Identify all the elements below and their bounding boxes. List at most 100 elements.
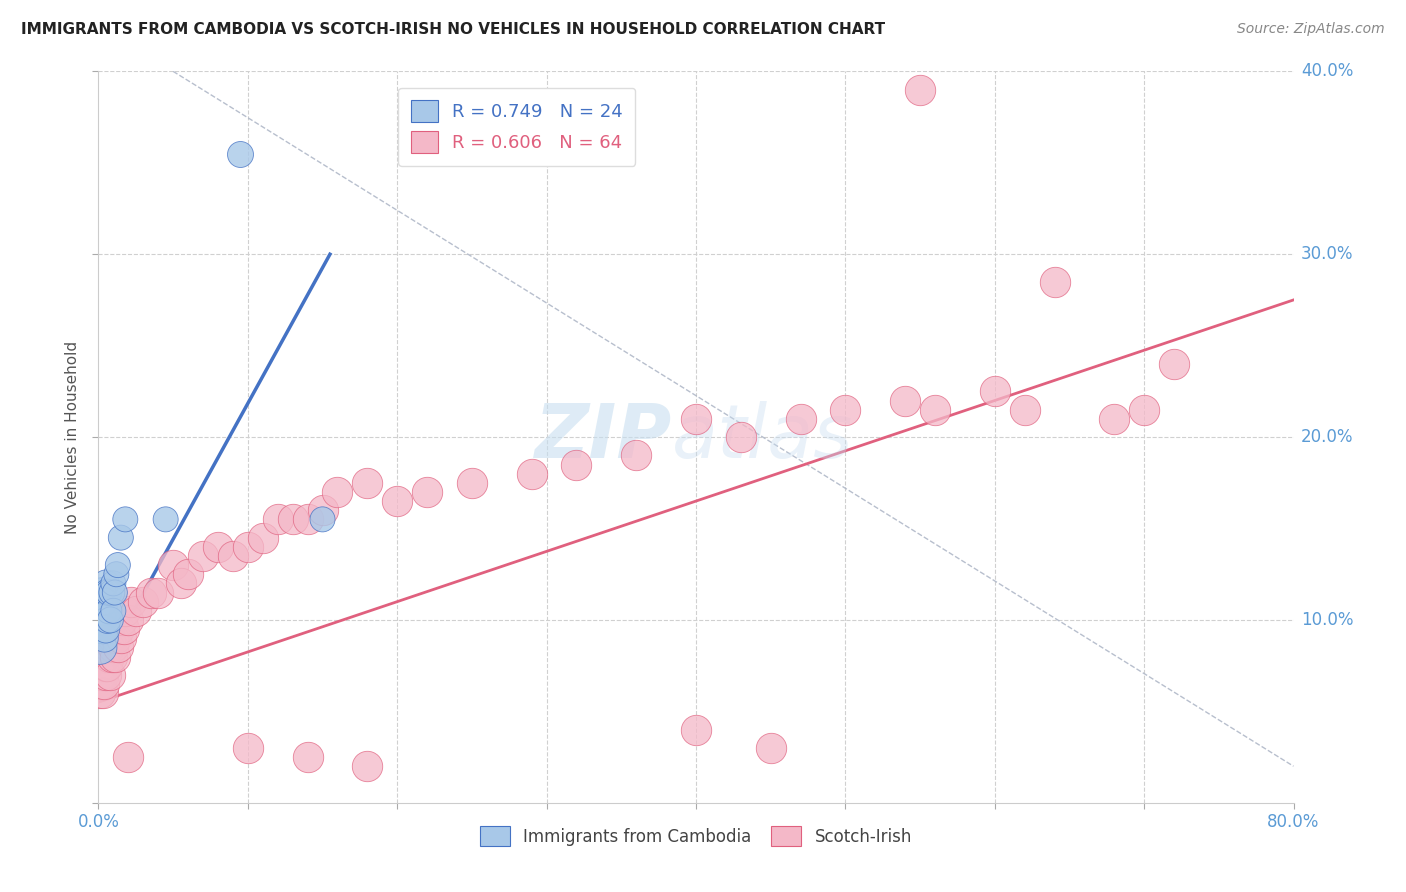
Text: IMMIGRANTS FROM CAMBODIA VS SCOTCH-IRISH NO VEHICLES IN HOUSEHOLD CORRELATION CH: IMMIGRANTS FROM CAMBODIA VS SCOTCH-IRISH… <box>21 22 886 37</box>
Point <box>685 412 707 426</box>
Point <box>236 740 259 755</box>
Legend: Immigrants from Cambodia, Scotch-Irish: Immigrants from Cambodia, Scotch-Irish <box>474 820 918 853</box>
Point <box>789 412 811 426</box>
Point <box>252 531 274 545</box>
Point <box>132 594 155 608</box>
Point <box>110 632 132 646</box>
Point <box>93 632 115 646</box>
Point <box>112 622 135 636</box>
Point <box>105 567 128 582</box>
Point <box>108 622 131 636</box>
Point <box>93 594 115 608</box>
Point <box>924 402 946 417</box>
Point <box>93 677 115 691</box>
Point <box>101 649 124 664</box>
Point <box>103 632 125 646</box>
Point <box>91 667 114 681</box>
Text: 10.0%: 10.0% <box>1301 611 1354 629</box>
Point <box>97 604 120 618</box>
Point <box>1163 357 1185 371</box>
Point <box>114 512 136 526</box>
Point <box>104 585 127 599</box>
Point <box>894 393 917 408</box>
Point <box>834 402 856 417</box>
Point <box>162 558 184 573</box>
Point <box>97 649 120 664</box>
Point <box>1014 402 1036 417</box>
Point <box>107 640 129 655</box>
Point <box>103 640 125 655</box>
Point <box>416 485 439 500</box>
Point <box>104 649 127 664</box>
Point <box>94 622 117 636</box>
Point <box>90 667 112 681</box>
Point <box>94 576 117 591</box>
Point <box>89 686 111 700</box>
Point <box>207 540 229 554</box>
Point <box>155 512 177 526</box>
Point <box>94 658 117 673</box>
Point <box>91 658 114 673</box>
Point <box>222 549 245 563</box>
Point <box>297 750 319 764</box>
Point <box>120 594 142 608</box>
Point <box>91 622 114 636</box>
Point <box>759 740 782 755</box>
Point <box>191 549 214 563</box>
Point <box>96 585 118 599</box>
Point <box>96 613 118 627</box>
Point <box>90 613 112 627</box>
Text: 40.0%: 40.0% <box>1301 62 1354 80</box>
Point <box>105 632 128 646</box>
Point <box>169 576 191 591</box>
Point <box>297 512 319 526</box>
Point <box>94 667 117 681</box>
Point <box>111 613 134 627</box>
Point <box>281 512 304 526</box>
Point <box>107 558 129 573</box>
Point <box>103 604 125 618</box>
Point <box>96 658 118 673</box>
Point <box>385 494 409 508</box>
Point <box>311 512 333 526</box>
Point <box>101 585 124 599</box>
Point <box>98 613 122 627</box>
Point <box>91 604 114 618</box>
Point <box>1133 402 1156 417</box>
Point <box>98 667 122 681</box>
Point <box>626 448 648 462</box>
Point <box>139 585 162 599</box>
Point <box>356 759 378 773</box>
Point <box>114 604 136 618</box>
Text: 20.0%: 20.0% <box>1301 428 1354 446</box>
Point <box>177 567 200 582</box>
Text: 30.0%: 30.0% <box>1301 245 1354 263</box>
Point <box>148 585 170 599</box>
Point <box>98 632 122 646</box>
Point <box>565 458 588 472</box>
Point <box>236 540 259 554</box>
Point <box>97 640 120 655</box>
Point <box>125 604 148 618</box>
Point <box>110 531 132 545</box>
Point <box>311 503 333 517</box>
Point <box>520 467 543 481</box>
Point <box>326 485 349 500</box>
Point <box>117 750 139 764</box>
Point <box>685 723 707 737</box>
Point <box>93 649 115 664</box>
Point <box>1104 412 1126 426</box>
Text: ZIP: ZIP <box>534 401 672 474</box>
Point <box>91 686 114 700</box>
Point <box>1043 275 1066 289</box>
Point <box>90 585 112 599</box>
Point <box>97 585 120 599</box>
Point <box>356 475 378 490</box>
Point <box>89 640 111 655</box>
Text: atlas: atlas <box>672 401 853 473</box>
Point <box>89 658 111 673</box>
Point <box>267 512 290 526</box>
Point <box>103 576 125 591</box>
Point <box>90 677 112 691</box>
Point <box>908 82 931 96</box>
